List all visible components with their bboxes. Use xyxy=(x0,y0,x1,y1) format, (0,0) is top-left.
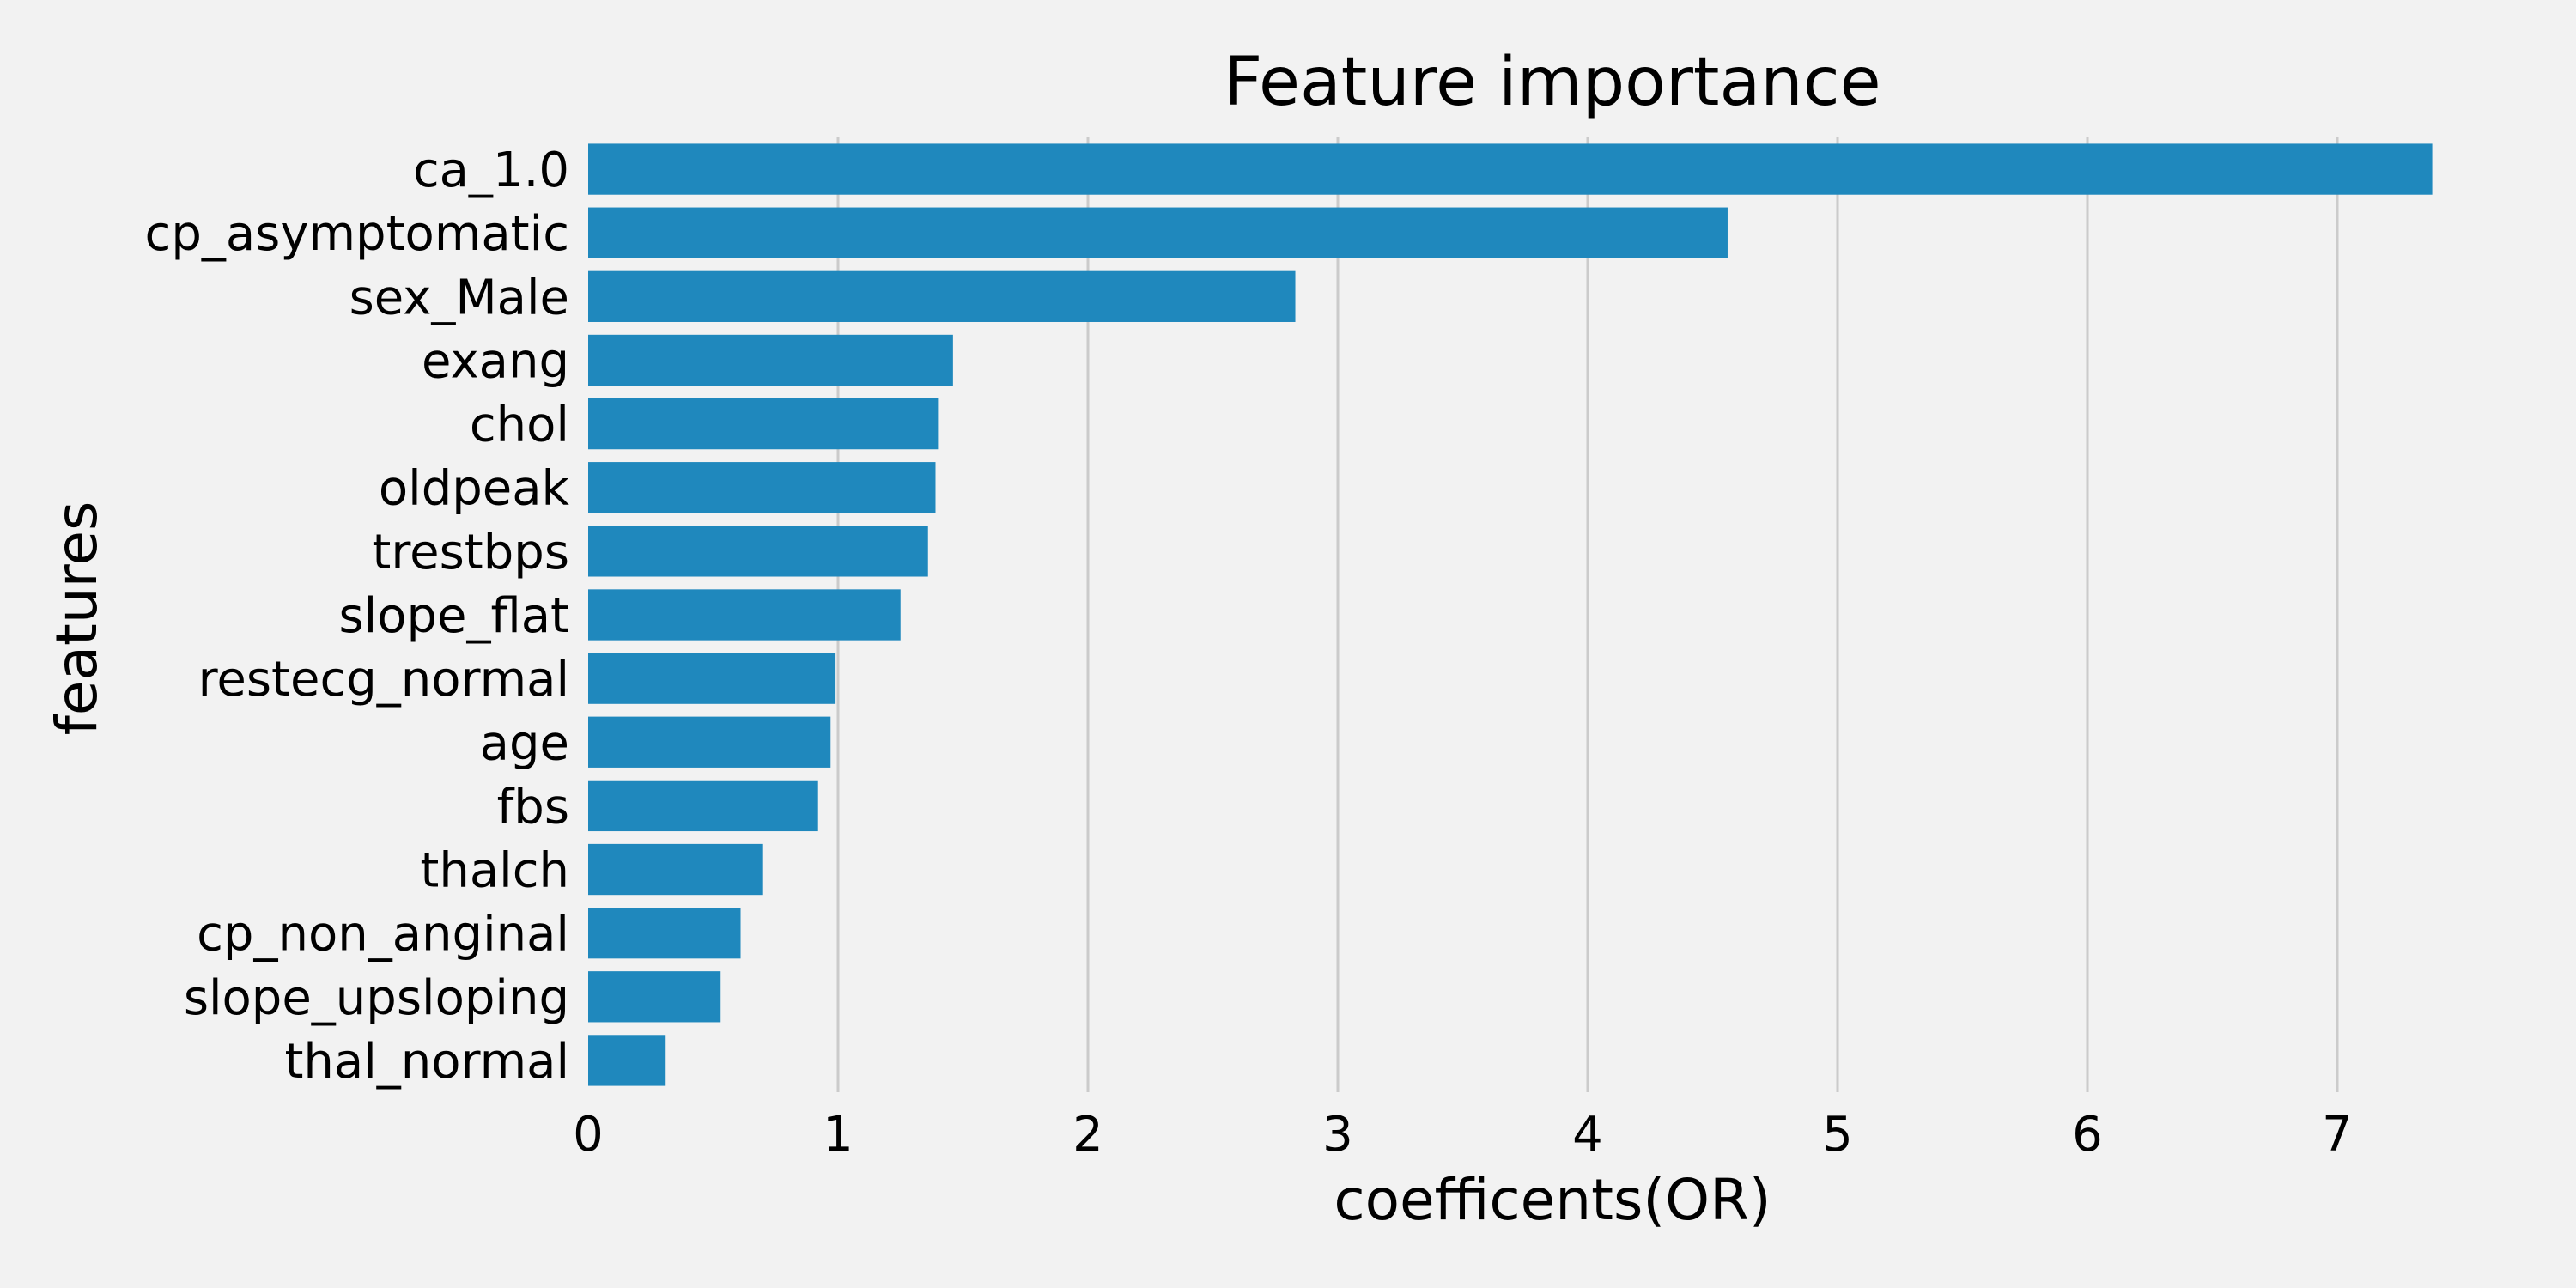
x-tick-label: 3 xyxy=(1322,1107,1353,1163)
category-label: ca_1.0 xyxy=(413,143,569,198)
bar-chol xyxy=(588,398,939,450)
x-tick-label: 0 xyxy=(573,1107,604,1163)
bar-slope_upsloping xyxy=(588,971,721,1023)
bar-sex_Male xyxy=(588,270,1296,322)
category-label: trestbps xyxy=(372,525,569,580)
category-label: cp_asymptomatic xyxy=(145,206,569,262)
x-tick-labels: 0 1 2 3 4 5 6 7 xyxy=(573,1107,2353,1163)
category-label: restecg_normal xyxy=(198,652,569,708)
bar-trestbps xyxy=(588,526,928,577)
bar-thal_normal xyxy=(588,1035,666,1086)
category-label: fbs xyxy=(497,779,569,835)
category-label: sex_Male xyxy=(349,270,569,325)
chart-title: Feature importance xyxy=(1224,44,1880,121)
x-tick-label: 1 xyxy=(823,1107,854,1163)
bar-thalch xyxy=(588,843,763,896)
bar-fbs xyxy=(588,780,818,832)
bar-exang xyxy=(588,334,953,386)
bar-restecg_normal xyxy=(588,653,836,704)
bar-slope_flat xyxy=(588,589,901,641)
bar-ca_1.0 xyxy=(588,143,2433,195)
x-tick-label: 4 xyxy=(1572,1107,1603,1163)
bar-age xyxy=(588,716,831,768)
category-label: oldpeak xyxy=(379,461,570,517)
category-label: thalch xyxy=(420,843,569,899)
x-axis-label: coefficents(OR) xyxy=(1334,1167,1771,1233)
x-tick-label: 7 xyxy=(2322,1107,2353,1163)
category-label: thal_normal xyxy=(284,1034,569,1090)
bars xyxy=(588,143,2433,1086)
y-axis-label: features xyxy=(44,501,110,736)
category-label: chol xyxy=(470,398,569,453)
x-tick-label: 5 xyxy=(1822,1107,1853,1163)
x-tick-label: 2 xyxy=(1072,1107,1103,1163)
category-label: age xyxy=(480,715,569,771)
bar-oldpeak xyxy=(588,462,936,513)
category-label: cp_non_anginal xyxy=(197,907,569,963)
category-label: slope_flat xyxy=(338,588,569,644)
bar-cp_non_anginal xyxy=(588,908,741,959)
category-label: slope_upsloping xyxy=(184,970,569,1026)
bar-cp_asymptomatic xyxy=(588,207,1728,258)
x-tick-label: 6 xyxy=(2072,1107,2103,1163)
category-label: exang xyxy=(422,333,569,389)
